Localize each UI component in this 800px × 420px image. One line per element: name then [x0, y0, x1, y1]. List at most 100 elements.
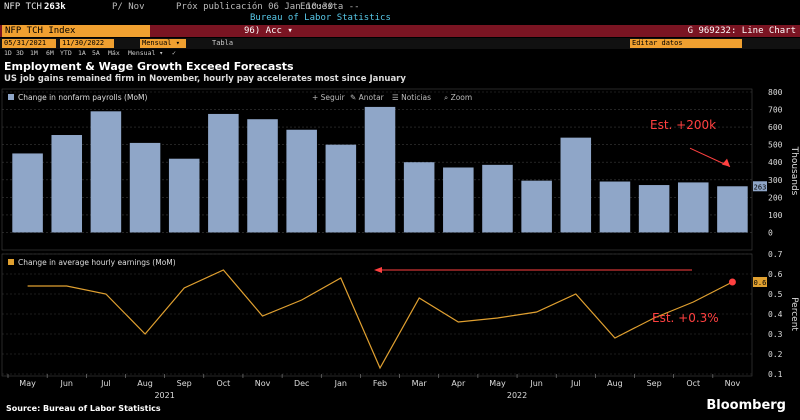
earnings-tick-label: 0.1: [768, 370, 783, 379]
earnings-tick-label: 0.3: [768, 330, 783, 339]
payroll-bar: [560, 137, 592, 233]
payroll-estimate-arrowhead: [722, 158, 730, 167]
year-label: 2021: [154, 391, 174, 400]
payroll-tick-label: 600: [768, 123, 783, 132]
frequency-select[interactable]: Mensual ▾: [140, 39, 186, 48]
range-button-8[interactable]: Mensual ▾: [128, 49, 164, 57]
range-button-row: 1D 3D 1M 6M YTD 1A 5A Máx Mensual ▾ ✓: [0, 49, 800, 59]
source-row: Bureau of Labor Statistics: [0, 13, 800, 24]
payroll-tick-label: 500: [768, 141, 783, 150]
chart-title: Employment & Wage Growth Exceed Forecast…: [4, 60, 294, 73]
last-value-label: 263k: [44, 2, 66, 12]
x-tick-label: Jan: [334, 379, 347, 388]
earnings-tick-label: 0.2: [768, 350, 783, 359]
x-tick-label: Feb: [373, 379, 387, 388]
top-panel-frame: [1, 88, 753, 251]
x-tick-label: Mar: [412, 379, 428, 388]
security-bar: NFP TCH Index 96) Acc ▾ G 969232: Line C…: [0, 25, 800, 37]
payroll-bar: [129, 142, 161, 233]
payroll-bar: [403, 162, 435, 233]
x-tick-label: Oct: [216, 379, 230, 388]
payroll-bar: [677, 182, 709, 233]
payroll-bar: [286, 129, 317, 233]
x-tick-label: May: [19, 379, 36, 388]
payroll-bar: [325, 144, 357, 233]
earnings-tick-label: 0.6: [768, 270, 783, 279]
end-date-field[interactable]: 11/30/2022: [60, 39, 114, 48]
earnings-last-point: [728, 278, 736, 286]
terminal-status-bar: NFP TCH 263k P/ Nov Próx publicación 06 …: [0, 0, 800, 14]
earnings-legend-swatch: [8, 259, 14, 265]
chart-toolbar-button-2[interactable]: ☰ Noticias: [392, 93, 431, 102]
payroll-bar: [51, 135, 83, 233]
range-button-7[interactable]: Máx: [108, 49, 120, 57]
x-tick-label: Aug: [137, 379, 153, 388]
earnings-last-value-label: 0.6: [754, 279, 767, 287]
earnings-tick-label: 0.4: [768, 310, 783, 319]
range-button-4[interactable]: YTD: [60, 49, 72, 57]
x-tick-label: Aug: [607, 379, 623, 388]
x-tick-label: Nov: [725, 379, 741, 388]
payroll-tick-label: 800: [768, 88, 783, 97]
payroll-tick-label: 700: [768, 106, 783, 115]
payroll-tick-label: 300: [768, 176, 783, 185]
start-date-field[interactable]: 05/31/2021: [2, 39, 56, 48]
earnings-legend-label: Change in average hourly earnings (MoM): [18, 258, 176, 267]
payroll-bar: [717, 186, 748, 233]
period-label: P/ Nov: [112, 2, 145, 12]
x-tick-label: Jun: [529, 379, 543, 388]
x-tick-label: Jul: [570, 379, 581, 388]
chart-subtitle: US job gains remained firm in November, …: [4, 74, 406, 84]
earnings-arrowhead: [374, 267, 382, 273]
payroll-last-value-label: 263: [754, 183, 767, 191]
edit-data-button[interactable]: Editar datos: [630, 39, 742, 48]
payroll-legend-label: Change in nonfarm payrolls (MoM): [18, 93, 148, 102]
payroll-bar: [12, 153, 43, 233]
bloomberg-logo: Bloomberg: [706, 398, 786, 413]
earnings-tick-label: 0.5: [768, 290, 783, 299]
payroll-tick-label: 200: [768, 193, 783, 202]
chart-toolbar-button-1[interactable]: ✎ Anotar: [350, 93, 385, 102]
survey-label: Encuesta --: [300, 2, 360, 12]
earnings-tick-label: 0.7: [768, 250, 783, 259]
payroll-axis-label: Thousands: [789, 146, 799, 196]
date-range-row: 05/31/2021 11/30/2022 Mensual ▾ Tabla Ed…: [0, 38, 800, 49]
year-label: 2022: [507, 391, 527, 400]
x-tick-label: Jul: [100, 379, 111, 388]
chart-toolbar-button-3[interactable]: ⌕ Zoom: [444, 93, 472, 102]
range-button-1[interactable]: 3D: [16, 49, 24, 57]
x-tick-label: Dec: [294, 379, 309, 388]
range-button-3[interactable]: 6M: [46, 49, 54, 57]
payroll-bar: [521, 180, 552, 233]
payroll-bar: [638, 185, 670, 233]
range-button-6[interactable]: 5A: [92, 49, 100, 57]
chart-id-label: G 969232: Line Chart: [687, 26, 796, 36]
security-input[interactable]: NFP TCH Index: [2, 25, 150, 37]
payroll-bar: [168, 158, 200, 233]
payroll-bar: [247, 119, 278, 233]
x-tick-label: Sep: [647, 379, 662, 388]
payroll-bar: [90, 111, 122, 233]
payroll-bar: [443, 167, 474, 233]
chart-toolbar-button-0[interactable]: + Seguir: [312, 93, 346, 102]
earnings-series-line: [27, 269, 733, 370]
payroll-tick-label: 100: [768, 211, 783, 220]
range-button-5[interactable]: 1A: [78, 49, 86, 57]
x-tick-label: Apr: [451, 379, 466, 388]
payroll-bar: [482, 164, 513, 233]
footer-source: Source: Bureau of Labor Statistics: [6, 404, 161, 413]
payroll-last-value-tag: [753, 181, 767, 192]
x-tick-label: Sep: [177, 379, 192, 388]
range-button-0[interactable]: 1D: [4, 49, 12, 57]
actions-menu[interactable]: 96) Acc ▾: [244, 26, 293, 36]
payroll-tick-label: 400: [768, 158, 783, 167]
x-tick-label: Oct: [686, 379, 700, 388]
range-button-2[interactable]: 1M: [30, 49, 38, 57]
payroll-bar: [208, 113, 239, 233]
payroll-estimate-annotation: Est. +200k: [650, 118, 716, 132]
range-button-9[interactable]: ✓: [172, 49, 176, 57]
table-button[interactable]: Tabla: [212, 39, 234, 47]
payroll-legend-swatch: [8, 94, 14, 100]
x-tick-label: May: [489, 379, 506, 388]
bottom-panel-frame: [1, 253, 753, 377]
